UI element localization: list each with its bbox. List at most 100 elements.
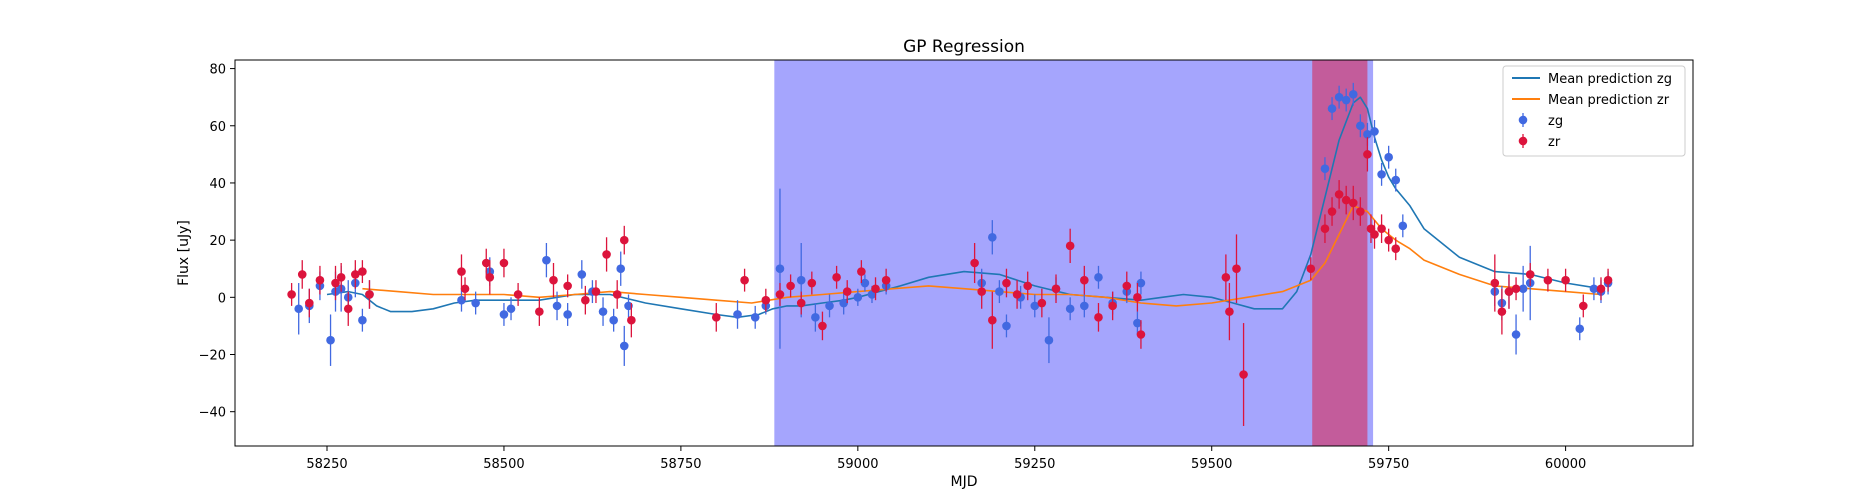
zg-point [619, 341, 629, 351]
x-tick-label: 58750 [660, 457, 701, 472]
zg-point [1356, 121, 1365, 131]
zg-point [598, 307, 608, 316]
y-tick-label: 20 [209, 234, 226, 249]
zr-point [1391, 244, 1401, 254]
zr-point [1596, 284, 1606, 294]
zg-point [1341, 95, 1351, 105]
legend-swatch-zg [1518, 115, 1528, 125]
zg-point [609, 315, 618, 325]
zr-point [1384, 235, 1393, 245]
zg-point [1065, 304, 1075, 314]
zr-point [297, 270, 307, 279]
zg-point [499, 310, 509, 319]
zr-point [513, 290, 523, 299]
zr-point [1133, 293, 1142, 302]
shaded-regions [774, 60, 1374, 446]
series-zr [287, 137, 1613, 426]
y-axis-ticks: −40 −20 0 20 40 60 80 [199, 63, 235, 421]
y-axis-label: Flux [uJy] [176, 220, 192, 286]
zr-point [796, 298, 806, 308]
zr-point [460, 284, 470, 294]
zg-point [1094, 273, 1103, 282]
zr-point [535, 307, 544, 316]
zg-point [825, 301, 834, 311]
zg-point [358, 315, 367, 325]
zr-point [807, 278, 817, 288]
zr-point [1320, 224, 1330, 233]
zr-point [1002, 278, 1011, 288]
zr-point [1051, 284, 1061, 294]
legend: Mean prediction zg Mean prediction zr zg zr [1502, 65, 1686, 157]
zr-point [627, 315, 636, 325]
y-tick-label: −20 [199, 349, 226, 364]
zr-point [1037, 298, 1047, 308]
zr-point [1561, 275, 1570, 285]
zg-point [995, 287, 1004, 296]
zg-point [839, 298, 848, 308]
zr-point [1225, 307, 1234, 316]
data-points [287, 82, 1613, 426]
zr-point [775, 290, 785, 299]
x-tick-label: 59750 [1368, 457, 1409, 472]
zr-point [1377, 224, 1386, 233]
zr-point [1356, 207, 1365, 216]
y-tick-label: −40 [199, 406, 226, 421]
zg-point [1133, 318, 1142, 328]
zr-point [1012, 290, 1022, 299]
zg-point [1080, 301, 1089, 311]
zg-point [1044, 335, 1054, 345]
zr-point [970, 258, 979, 268]
zg-point [1370, 127, 1379, 136]
zr-point [581, 295, 590, 305]
zg-point [796, 275, 806, 285]
zr-point [591, 287, 601, 296]
legend-label-zr: zr [1548, 135, 1561, 150]
zg-point [1589, 284, 1599, 294]
zg-point [1391, 175, 1401, 185]
zr-point [1603, 275, 1613, 285]
zr-point [1136, 330, 1146, 339]
zg-point [1030, 301, 1040, 311]
zr-point [612, 290, 622, 299]
zg-point [1136, 278, 1146, 288]
zr-point [871, 284, 880, 294]
zr-point [499, 258, 509, 268]
zg-point [811, 313, 820, 322]
zr-point [1543, 275, 1553, 285]
zg-point [1002, 321, 1011, 331]
zr-point [1490, 278, 1500, 288]
zr-point [1221, 273, 1231, 282]
zr-point [365, 290, 374, 299]
legend-box [1502, 65, 1686, 157]
zg-point [775, 264, 785, 274]
x-tick-label: 60000 [1545, 457, 1586, 472]
zr-point [842, 287, 852, 296]
zr-point [1023, 281, 1032, 291]
zr-point [832, 273, 841, 282]
zg-point [326, 335, 335, 345]
zr-point [351, 270, 360, 279]
zg-point [853, 293, 863, 302]
zg-point [1377, 170, 1386, 179]
zr-point [481, 258, 491, 268]
zg-point [563, 310, 572, 319]
y-tick-label: 40 [209, 177, 226, 192]
zr-point [1497, 307, 1507, 316]
zr-point [305, 298, 314, 308]
zr-point [1363, 150, 1372, 159]
zg-point [1511, 330, 1521, 339]
x-tick-label: 59500 [1191, 457, 1232, 472]
shaded-region-2 [1312, 60, 1368, 446]
zg-point [860, 278, 870, 288]
zr-point [563, 281, 572, 291]
zr-point [602, 250, 611, 259]
zg-point [1575, 324, 1585, 334]
zr-point [1306, 264, 1316, 274]
shaded-region-1 [774, 60, 1374, 446]
zg-point [733, 310, 742, 319]
legend-label-mean-prediction-zg: Mean prediction zg [1548, 72, 1672, 87]
zr-point [358, 267, 367, 276]
zr-point [549, 275, 558, 285]
zg-point [616, 264, 626, 274]
zg-point [624, 301, 633, 311]
